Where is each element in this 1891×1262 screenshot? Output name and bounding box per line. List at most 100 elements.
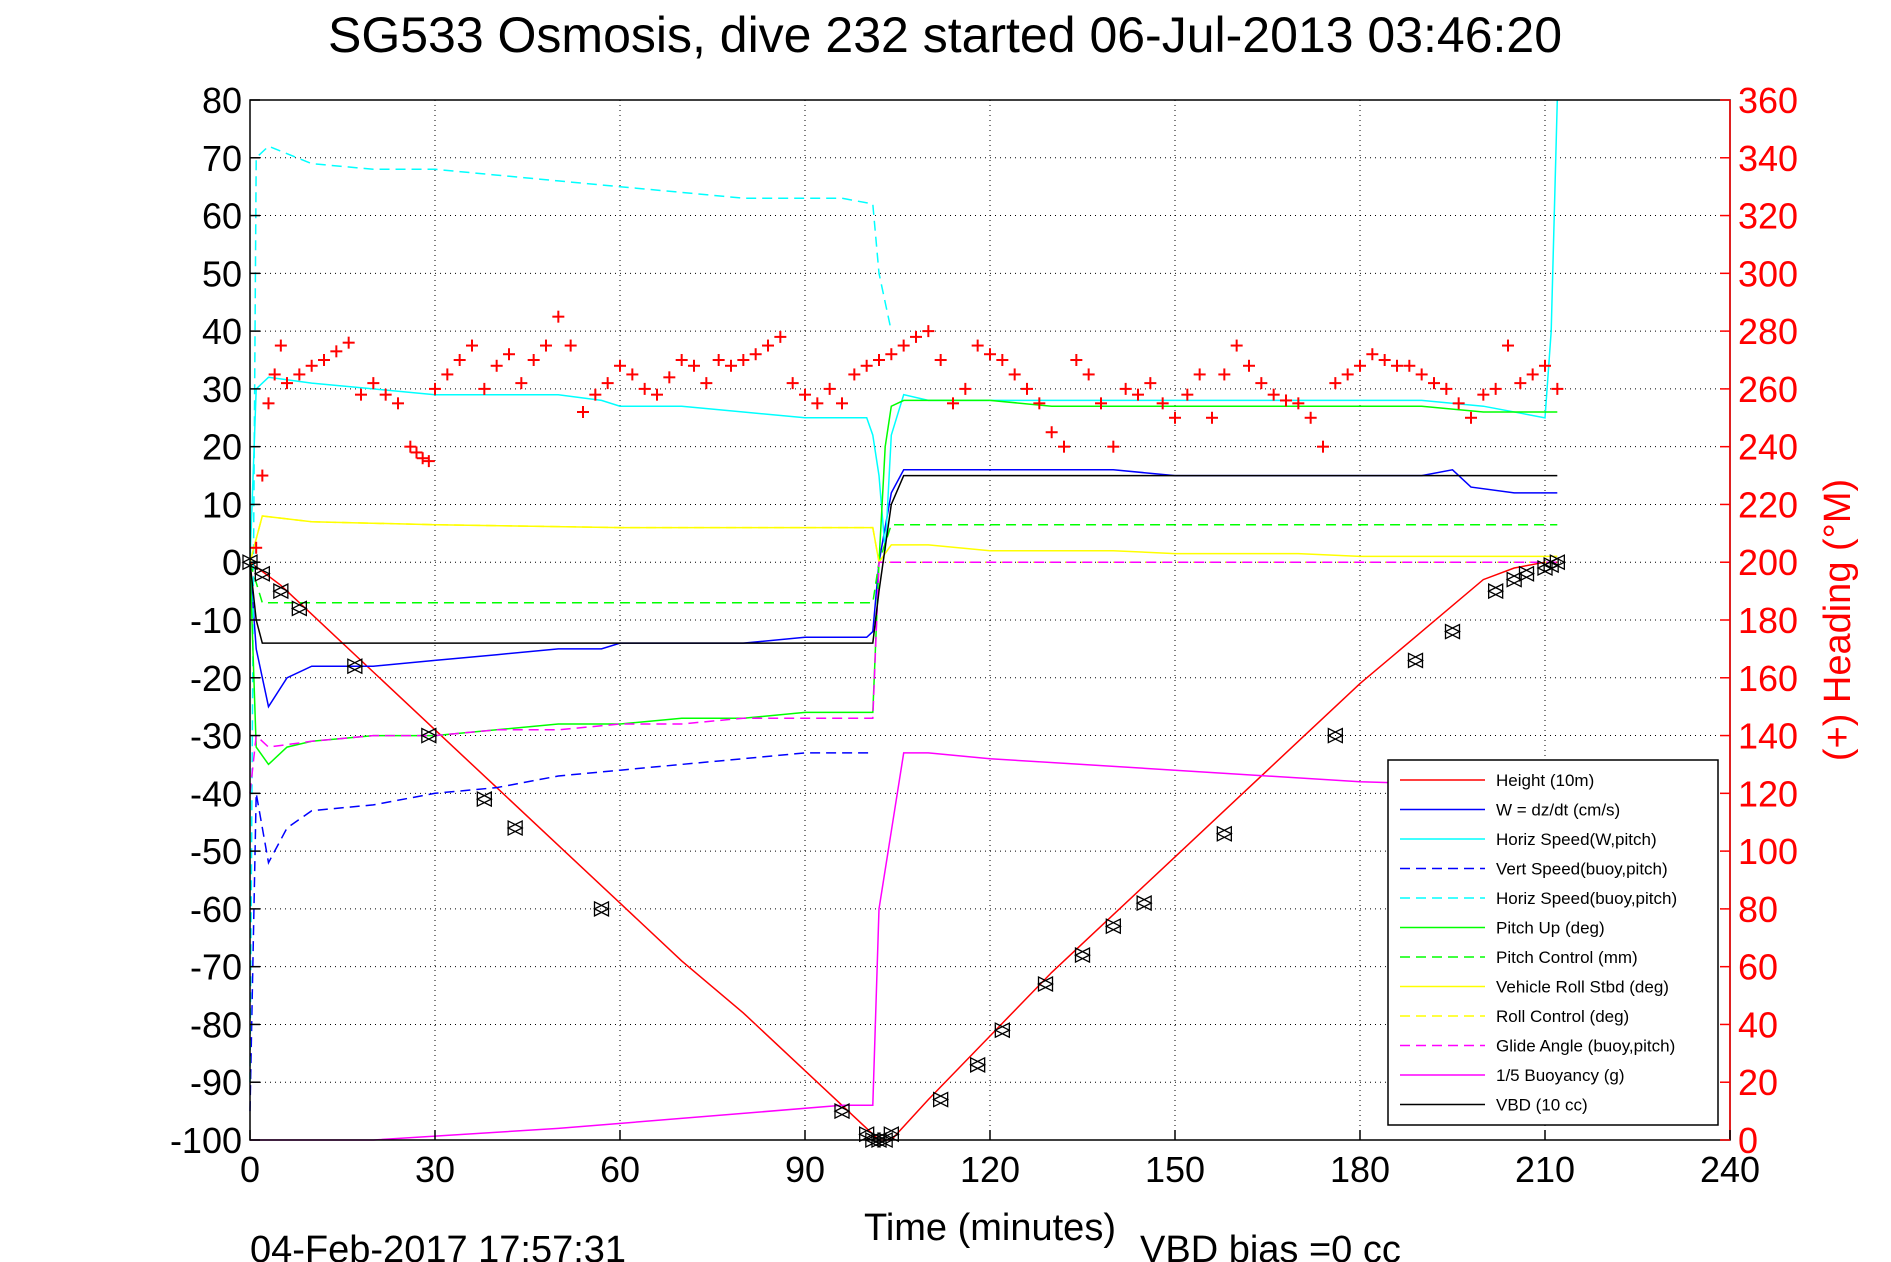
heading-point xyxy=(1489,382,1502,395)
heading-point xyxy=(1033,397,1046,410)
y2-tick-label: 20 xyxy=(1738,1062,1778,1103)
series-line-1 xyxy=(249,468,1558,709)
y-tick-label: -40 xyxy=(190,773,242,814)
legend-label: Height (10m) xyxy=(1496,771,1594,790)
y2-tick-label: 0 xyxy=(1738,1120,1758,1161)
heading-point xyxy=(934,354,947,366)
y2-tick-label: 200 xyxy=(1738,542,1798,583)
heading-point xyxy=(355,388,367,401)
heading-point xyxy=(1452,397,1465,410)
y2-tick-label: 360 xyxy=(1738,80,1798,121)
y2-tick-label: 40 xyxy=(1738,1004,1778,1045)
heading-point xyxy=(1354,359,1366,372)
x-tick-label: 60 xyxy=(600,1149,640,1190)
heading-point xyxy=(996,354,1009,366)
heading-point xyxy=(589,388,602,401)
height-marker xyxy=(1215,825,1233,842)
heading-point xyxy=(441,368,454,381)
heading-point xyxy=(1329,377,1342,390)
heading-point xyxy=(552,310,565,323)
heading-point xyxy=(422,455,435,468)
heading-point xyxy=(1477,388,1490,401)
y-tick-label: -30 xyxy=(190,716,242,757)
heading-point xyxy=(1206,411,1218,424)
heading-point xyxy=(848,368,861,381)
height-marker xyxy=(290,600,308,617)
y2-tick-label: 340 xyxy=(1738,138,1798,179)
heading-point xyxy=(1218,368,1231,381)
x-tick-label: 180 xyxy=(1330,1149,1390,1190)
grid xyxy=(250,100,1730,1140)
heading-point xyxy=(274,339,287,352)
x-tick-label: 240 xyxy=(1700,1149,1760,1190)
x-tick-label: 0 xyxy=(240,1149,260,1190)
heading-point xyxy=(1095,397,1107,410)
x-axis: 0 30 60 90 120 150 180 210 240 xyxy=(240,1130,1760,1190)
height-marker xyxy=(1407,652,1424,669)
heading-layer xyxy=(250,310,1564,554)
heading-point xyxy=(1058,440,1070,453)
height-marker xyxy=(1037,975,1054,993)
series-layer xyxy=(249,99,1559,1141)
heading-point xyxy=(1428,377,1440,390)
series-line-3 xyxy=(249,752,873,1112)
heading-point xyxy=(429,382,441,395)
series-line-8 xyxy=(249,515,1558,563)
heading-point xyxy=(1119,382,1132,395)
y2-tick-label: 140 xyxy=(1738,716,1798,757)
height-marker xyxy=(593,900,610,917)
heading-point xyxy=(737,354,750,366)
heading-point xyxy=(984,348,996,361)
heading-point xyxy=(318,354,330,366)
heading-point xyxy=(749,348,762,361)
heading-point xyxy=(688,359,700,372)
height-marker xyxy=(1548,554,1566,571)
legend-label: 1/5 Buoyancy (g) xyxy=(1496,1066,1625,1085)
heading-point xyxy=(971,339,984,352)
heading-point xyxy=(1021,382,1033,395)
footer-timestamp: 04-Feb-2017 17:57:31 xyxy=(250,1229,626,1262)
heading-point xyxy=(262,397,275,410)
heading-point xyxy=(1304,411,1317,424)
series-line-9 xyxy=(249,561,1558,794)
x-tick-label: 30 xyxy=(415,1149,455,1190)
y-tick-label: 80 xyxy=(202,80,242,121)
heading-point xyxy=(1514,377,1527,390)
y-tick-label: -20 xyxy=(190,658,242,699)
chart-title: SG533 Osmosis, dive 232 started 06-Jul-2… xyxy=(328,7,1562,63)
heading-point xyxy=(774,330,787,343)
series-line-0 xyxy=(249,561,1558,1141)
heading-point xyxy=(256,469,269,482)
series-line-11 xyxy=(249,474,1558,644)
legend-label: Vert Speed(buoy,pitch) xyxy=(1496,860,1668,879)
legend-label: Glide Angle (buoy,pitch) xyxy=(1496,1037,1675,1056)
y2-tick-label: 160 xyxy=(1738,658,1798,699)
y-tick-label: 60 xyxy=(202,196,242,237)
heading-point xyxy=(466,339,478,352)
y2-tick-label: 80 xyxy=(1738,889,1778,930)
legend-label: Roll Control (deg) xyxy=(1496,1007,1629,1026)
heading-point xyxy=(1045,426,1058,439)
heading-point xyxy=(515,377,528,390)
height-marker xyxy=(1104,918,1122,935)
y-tick-label: 70 xyxy=(202,138,242,179)
heading-point xyxy=(614,359,626,372)
heading-point xyxy=(404,440,417,453)
legend-label: Vehicle Roll Stbd (deg) xyxy=(1496,978,1669,997)
heading-point xyxy=(1502,339,1514,352)
series-line-10 xyxy=(250,752,1558,1141)
heading-point xyxy=(836,397,848,410)
y2-tick-label: 100 xyxy=(1738,831,1798,872)
heading-point xyxy=(305,359,318,372)
y2-tick-label: 60 xyxy=(1738,947,1778,988)
heading-point xyxy=(367,377,380,390)
y-tick-label: -90 xyxy=(190,1062,242,1103)
y2-tick-label: 300 xyxy=(1738,253,1798,294)
height-marker xyxy=(833,1103,851,1120)
height-marker xyxy=(420,727,438,744)
y-tick-label: 40 xyxy=(202,311,242,352)
heading-point xyxy=(910,330,922,343)
height-marker xyxy=(969,1056,987,1073)
heading-point xyxy=(1243,359,1255,372)
